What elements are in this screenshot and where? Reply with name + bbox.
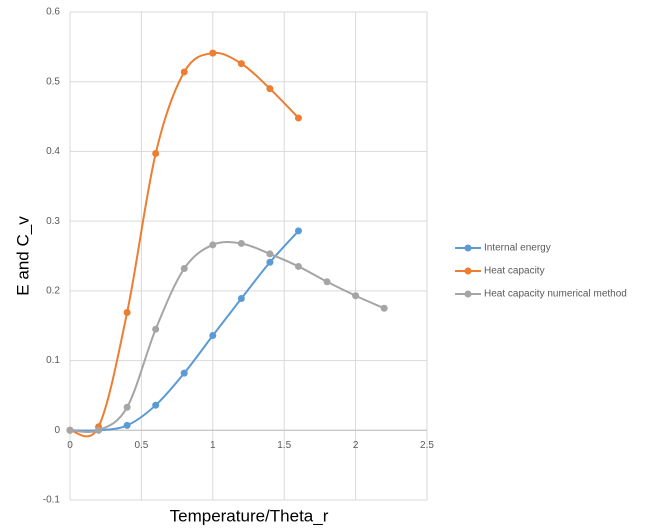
y-tick-label: 0: [54, 425, 60, 436]
data-point: [323, 278, 331, 286]
data-point: [209, 49, 217, 57]
y-tick-label: 0.3: [46, 216, 60, 227]
data-point: [123, 403, 131, 411]
data-point: [294, 114, 302, 122]
data-point: [180, 68, 188, 76]
data-point: [152, 150, 160, 158]
data-point: [123, 308, 131, 316]
data-point: [294, 227, 302, 235]
data-point: [180, 369, 188, 377]
data-point: [152, 325, 160, 333]
data-point: [123, 421, 131, 429]
y-tick-label: 0.1: [46, 355, 60, 366]
x-tick-label: 1: [210, 440, 216, 451]
data-point: [380, 304, 388, 312]
data-point: [237, 60, 245, 68]
y-tick-label: -0.1: [43, 495, 61, 506]
y-axis-title: E and C_v: [13, 216, 32, 296]
series-line: [69, 230, 300, 432]
y-tick-label: 0.5: [46, 76, 60, 87]
data-point: [266, 250, 274, 258]
data-point: [209, 241, 217, 249]
data-point: [152, 401, 160, 409]
data-point: [352, 292, 360, 300]
data-point: [66, 426, 74, 434]
series-line: [69, 51, 300, 438]
legend-marker: [464, 267, 472, 275]
data-point: [95, 426, 103, 434]
legend-marker: [464, 290, 472, 298]
legend-label: Heat capacity numerical method: [484, 289, 627, 300]
x-tick-label: 0: [67, 440, 73, 451]
series-line: [69, 241, 385, 433]
x-tick-label: 1.5: [277, 440, 291, 451]
y-tick-label: 0.6: [46, 7, 60, 18]
x-axis-title: Temperature/Theta_r: [170, 506, 329, 525]
x-tick-label: 2.5: [420, 440, 434, 451]
data-point: [209, 331, 217, 339]
legend-label: Internal energy: [484, 243, 551, 254]
data-point: [266, 258, 274, 266]
y-tick-label: 0.4: [46, 146, 60, 157]
legend-marker: [464, 244, 472, 252]
x-tick-label: 0.5: [134, 440, 148, 451]
data-point: [266, 85, 274, 93]
legend-label: Heat capacity: [484, 266, 545, 277]
x-tick-label: 2: [353, 440, 359, 451]
y-tick-label: 0.2: [46, 285, 60, 296]
data-point: [237, 239, 245, 247]
data-point: [237, 295, 245, 303]
data-point: [180, 265, 188, 273]
data-point: [294, 262, 302, 270]
